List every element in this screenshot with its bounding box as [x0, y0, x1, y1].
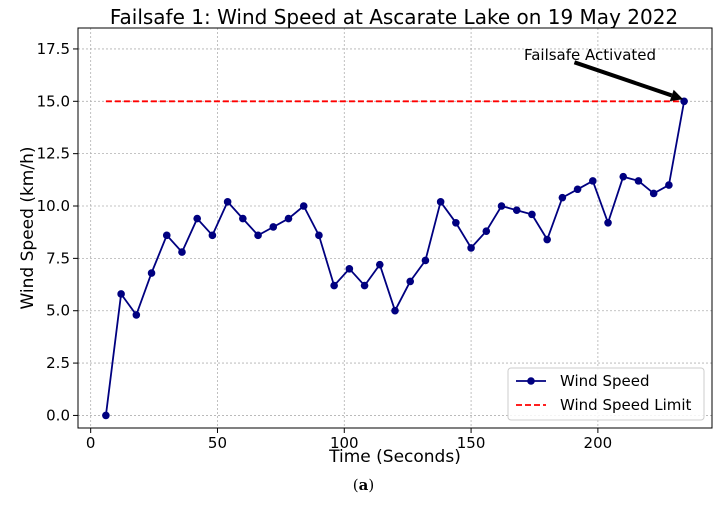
data-point-wind-speed	[558, 193, 567, 202]
data-point-wind-speed	[315, 231, 323, 240]
data-point-wind-speed	[345, 265, 354, 273]
data-point-wind-speed	[284, 214, 293, 223]
data-point-wind-speed	[512, 206, 521, 214]
data-point-wind-speed	[269, 223, 278, 231]
data-point-wind-speed	[375, 260, 384, 269]
legend: Wind Speed Wind Speed Limit	[507, 367, 705, 421]
data-point-wind-speed	[102, 411, 110, 420]
caption-letter: a	[358, 476, 369, 494]
data-point-wind-speed	[528, 210, 536, 219]
data-point-wind-speed	[543, 235, 551, 244]
data-point-wind-speed	[330, 281, 338, 290]
failsafe-annotation: Failsafe Activated	[524, 46, 684, 102]
x-tick-label: 200	[584, 434, 613, 452]
data-point-wind-speed	[467, 244, 475, 252]
x-tick-label: 0	[86, 434, 96, 452]
legend-box	[507, 367, 705, 421]
data-point-wind-speed	[117, 290, 125, 298]
y-tick-label: 7.5	[46, 249, 70, 267]
data-point-wind-speed	[634, 177, 643, 185]
data-point-wind-speed	[665, 181, 673, 189]
data-markers	[102, 97, 688, 420]
data-point-wind-speed	[391, 306, 399, 315]
data-point-wind-speed	[482, 227, 491, 235]
data-point-wind-speed	[360, 281, 369, 290]
x-tick-label: 150	[457, 434, 486, 452]
legend-label-wind-speed: Wind Speed	[560, 372, 650, 390]
data-point-wind-speed	[193, 214, 201, 223]
data-point-wind-speed	[162, 231, 171, 240]
legend-label-wind-speed-limit: Wind Speed Limit	[560, 396, 692, 414]
x-axis-label: Time (Seconds)	[328, 447, 461, 467]
legend-marker-wind-speed	[527, 377, 535, 385]
data-point-wind-speed	[421, 256, 430, 265]
data-point-wind-speed	[452, 218, 460, 227]
data-point-wind-speed	[223, 198, 232, 206]
y-axis-ticks: 0.0 2.5 5.0 7.5 10.0 12.5 15.0 17.5	[37, 40, 78, 424]
y-axis-label: Wind Speed (km/h)	[18, 147, 38, 310]
data-point-wind-speed	[436, 198, 445, 206]
y-tick-label: 0.0	[46, 406, 70, 424]
data-point-wind-speed	[254, 231, 262, 240]
data-point-wind-speed	[406, 277, 415, 286]
y-tick-label: 5.0	[46, 302, 70, 320]
plot-area-frame	[77, 27, 713, 429]
y-tick-label: 12.5	[37, 145, 70, 163]
data-point-wind-speed	[604, 218, 612, 227]
data-point-wind-speed	[208, 231, 217, 240]
data-point-wind-speed	[132, 311, 141, 319]
x-axis-ticks: 0 50 100 150 200	[86, 428, 612, 452]
data-point-wind-speed	[497, 202, 506, 210]
chart-title: Failsafe 1: Wind Speed at Ascarate Lake …	[110, 5, 678, 29]
data-point-wind-speed	[239, 214, 247, 223]
data-point-wind-speed	[619, 172, 628, 181]
annotation-text: Failsafe Activated	[524, 46, 656, 64]
annotation-arrow	[573, 60, 673, 98]
x-tick-label: 100	[330, 434, 359, 452]
y-tick-label: 17.5	[37, 40, 70, 58]
annotation-arrowhead	[669, 89, 684, 102]
y-tick-label: 15.0	[37, 92, 70, 110]
x-tick-label: 50	[208, 434, 227, 452]
data-point-wind-speed	[299, 202, 308, 210]
figure-caption: (a)	[0, 476, 727, 494]
caption-close: )	[368, 476, 375, 494]
data-point-wind-speed	[178, 248, 186, 256]
data-point-wind-speed	[649, 189, 658, 198]
y-tick-label: 10.0	[37, 197, 70, 215]
data-point-wind-speed	[573, 185, 582, 194]
data-point-wind-speed	[589, 177, 597, 185]
y-tick-label: 2.5	[46, 354, 70, 372]
data-point-wind-speed	[147, 269, 156, 277]
caption-open: (	[352, 476, 359, 494]
